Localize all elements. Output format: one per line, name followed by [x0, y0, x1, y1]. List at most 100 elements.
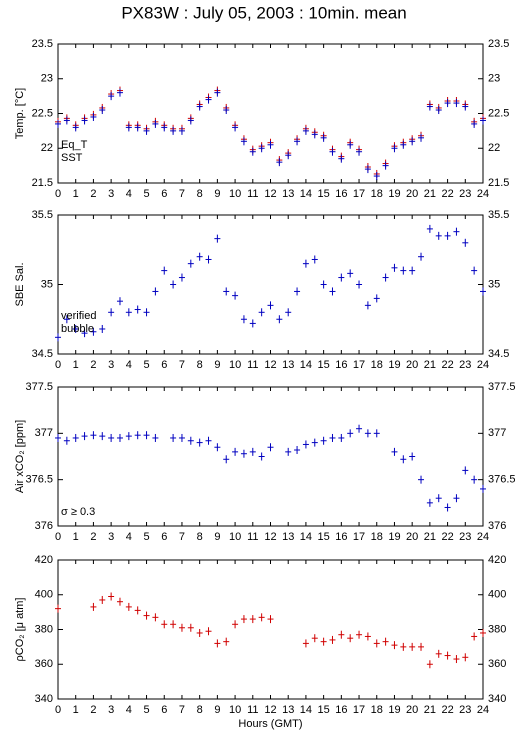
data-point [400, 455, 407, 464]
data-point [382, 273, 389, 282]
data-point [196, 252, 203, 261]
data-point [143, 431, 150, 440]
x-tick-label: 8 [197, 531, 203, 543]
data-point [240, 137, 247, 146]
data-point [125, 308, 132, 317]
data-point [391, 144, 398, 153]
data-point [152, 613, 159, 622]
data-point [258, 308, 265, 317]
x-tick-label: 4 [126, 531, 132, 543]
data-point [249, 615, 256, 624]
y-axis-label: Temp. [°C] [14, 88, 26, 139]
x-tick-label: 8 [197, 359, 203, 371]
y-tick-label: 340 [35, 693, 53, 705]
x-tick-label: 19 [388, 704, 400, 716]
annotation: σ ≥ 0.3 [61, 506, 95, 518]
data-point [72, 123, 79, 132]
data-point [72, 433, 79, 442]
x-tick-label: 7 [179, 531, 185, 543]
data-point [320, 436, 327, 445]
x-tick-label: 13 [282, 359, 294, 371]
data-point [170, 433, 177, 442]
x-tick-label: 17 [353, 704, 365, 716]
x-tick-label: 17 [353, 188, 365, 200]
y-tick-label-right: 21.5 [488, 177, 509, 189]
x-tick-label: 12 [264, 531, 276, 543]
data-point [223, 455, 230, 464]
x-tick-label: 20 [406, 188, 418, 200]
data-point [249, 147, 256, 156]
data-point [302, 639, 309, 648]
y-tick-label: 35 [41, 278, 53, 290]
data-point [444, 503, 451, 512]
x-tick-label: 3 [108, 188, 114, 200]
y-tick-label-right: 35.5 [488, 209, 509, 221]
y-tick-label: 360 [35, 658, 53, 670]
data-point [302, 126, 309, 135]
y-tick-label-right: 377.5 [488, 381, 516, 393]
data-point [108, 433, 115, 442]
data-point [294, 137, 301, 146]
y-tick-label-right: 23.5 [488, 38, 509, 50]
data-point [462, 466, 469, 475]
data-point [99, 595, 106, 604]
data-point [187, 436, 194, 445]
y-tick-label-right: 34.5 [488, 348, 509, 360]
data-point [276, 158, 283, 167]
data-point [99, 106, 106, 115]
data-point [347, 634, 354, 643]
y-tick-label-right: 376.5 [488, 474, 516, 486]
data-point [178, 433, 185, 442]
x-tick-label: 14 [300, 531, 312, 543]
data-point [214, 234, 221, 243]
data-point [311, 130, 318, 139]
x-tick-label: 14 [300, 704, 312, 716]
x-tick-label: 1 [73, 359, 79, 371]
data-point [426, 498, 433, 507]
data-point [329, 287, 336, 296]
data-point [418, 252, 425, 261]
x-tick-label: 23 [459, 188, 471, 200]
y-tick-label: 23 [41, 73, 53, 85]
y-axis-label: SBE Sal. [14, 262, 26, 306]
data-point [373, 639, 380, 648]
y-tick-label: 400 [35, 589, 53, 601]
data-point [232, 123, 239, 132]
x-tick-label: 19 [388, 188, 400, 200]
x-tick-label: 24 [477, 531, 489, 543]
data-point [347, 269, 354, 278]
data-point [187, 116, 194, 125]
data-point [391, 263, 398, 272]
data-point [338, 273, 345, 282]
data-point [285, 447, 292, 456]
data-point [63, 315, 70, 324]
x-tick-label: 24 [477, 704, 489, 716]
x-tick-label: 23 [459, 531, 471, 543]
data-point [444, 99, 451, 108]
data-point [161, 123, 168, 132]
data-point [187, 623, 194, 632]
data-point [409, 452, 416, 461]
x-tick-label: 0 [55, 359, 61, 371]
data-point [418, 133, 425, 142]
x-tick-label: 5 [143, 359, 149, 371]
data-point [258, 452, 265, 461]
data-point [400, 140, 407, 149]
data-point [178, 126, 185, 135]
data-point [471, 632, 478, 641]
data-point [311, 634, 318, 643]
y-tick-label-right: 376 [488, 520, 506, 532]
data-point [240, 615, 247, 624]
x-tick-label: 17 [353, 359, 365, 371]
data-point [258, 144, 265, 153]
data-point [108, 308, 115, 317]
data-point [373, 172, 380, 181]
data-point [81, 116, 88, 125]
x-tick-label: 0 [55, 704, 61, 716]
data-point [223, 106, 230, 115]
plot-frame [57, 214, 484, 355]
data-point [409, 137, 416, 146]
y-tick-label: 21.5 [32, 177, 53, 189]
x-tick-label: 22 [441, 359, 453, 371]
x-tick-label: 20 [406, 531, 418, 543]
